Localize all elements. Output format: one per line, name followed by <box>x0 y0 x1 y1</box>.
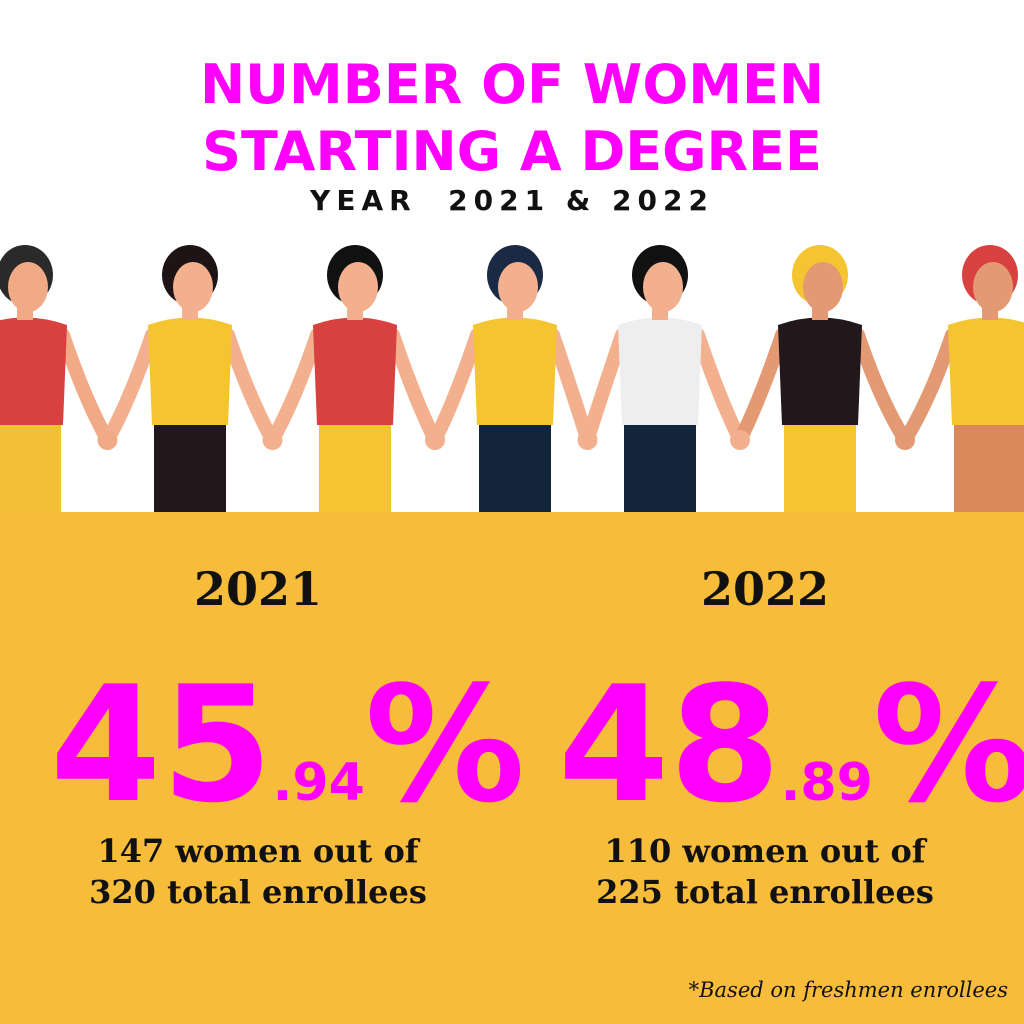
hands <box>262 430 283 450</box>
hands <box>730 430 750 450</box>
detail-line: 147 women out of <box>97 832 420 870</box>
face <box>173 262 213 312</box>
torso <box>618 317 702 425</box>
legs <box>154 415 226 512</box>
percentage-decimal: .94 <box>273 753 365 813</box>
arm <box>100 328 159 447</box>
arm <box>56 328 115 447</box>
hands <box>895 430 915 450</box>
detail-line: 320 total enrollees <box>89 873 427 911</box>
torso <box>148 317 232 425</box>
hands <box>97 430 118 450</box>
percentage-whole: 45 <box>50 651 273 838</box>
percentage-decimal: .89 <box>781 753 873 813</box>
face <box>8 262 48 312</box>
title-line: NUMBER OF WOMEN <box>200 53 824 116</box>
legs <box>0 415 61 512</box>
torso <box>0 317 67 425</box>
percentage: 48.89% <box>558 651 1024 838</box>
hands <box>577 430 598 450</box>
arm <box>221 328 280 447</box>
women-illustration <box>0 245 1024 512</box>
hands <box>425 430 445 450</box>
subtitle: YEAR 2021 & 2022 <box>309 184 714 217</box>
torso <box>473 317 557 425</box>
percentage-whole: 48 <box>558 651 781 838</box>
legs <box>319 415 391 512</box>
torso <box>313 317 397 425</box>
legs <box>624 415 696 512</box>
legs <box>784 415 856 512</box>
bottom-background <box>0 512 1024 1024</box>
arm <box>851 328 912 447</box>
face <box>973 262 1013 312</box>
footnote: *Based on freshmen enrollees <box>689 978 1009 1002</box>
arm <box>898 328 959 447</box>
arm <box>265 328 324 447</box>
detail-line: 110 women out of <box>604 832 927 870</box>
face <box>803 262 843 312</box>
percentage-unit: % <box>365 651 525 838</box>
percentage-unit: % <box>873 651 1024 838</box>
detail-line: 225 total enrollees <box>596 873 934 911</box>
title-line: STARTING A DEGREE <box>202 120 822 183</box>
legs <box>479 415 551 512</box>
legs <box>954 415 1024 512</box>
percentage: 45.94% <box>50 651 525 838</box>
face <box>643 262 683 312</box>
year-label: 2021 <box>194 562 322 616</box>
torso <box>778 317 862 425</box>
face <box>338 262 378 312</box>
year-label: 2022 <box>701 562 829 616</box>
torso <box>948 317 1024 425</box>
face <box>498 262 538 312</box>
